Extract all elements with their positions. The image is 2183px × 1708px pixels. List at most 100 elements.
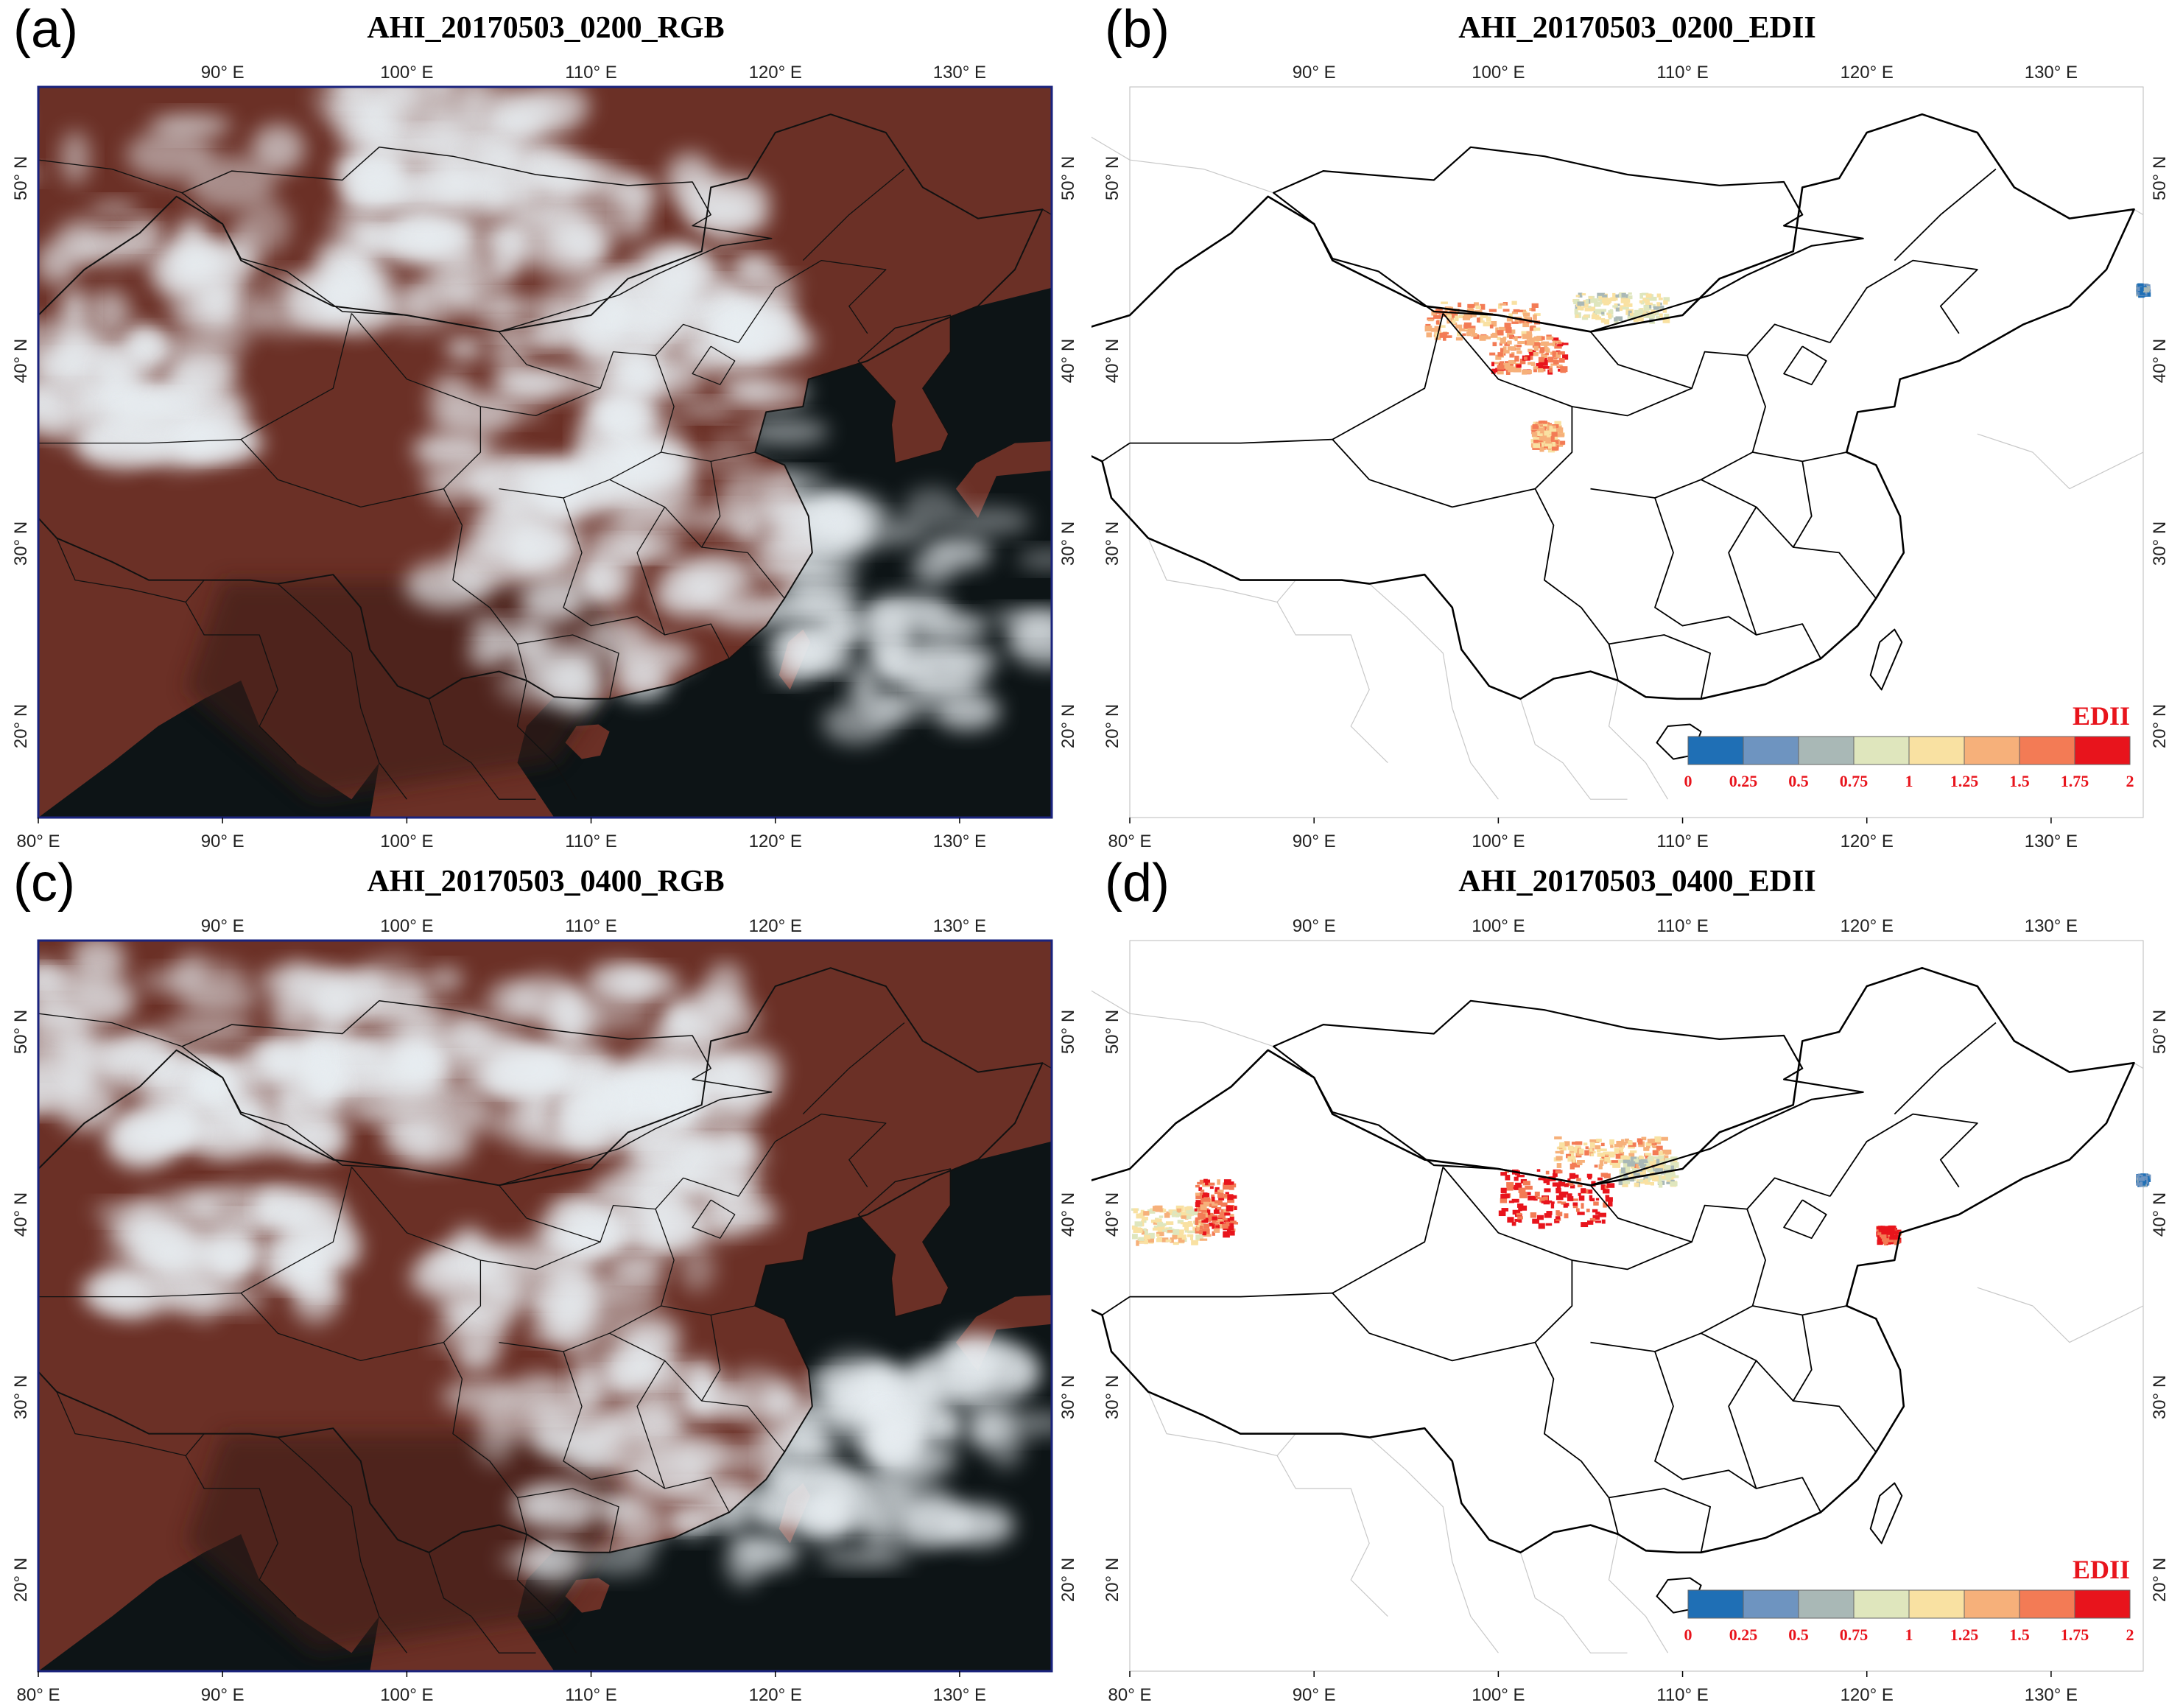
dust-pixel <box>1556 1184 1561 1190</box>
colorbar-swatch <box>1687 1589 1744 1619</box>
cloud-blob <box>692 1483 770 1522</box>
dust-pixel <box>1183 1237 1187 1243</box>
dust-pixel <box>1533 327 1541 331</box>
dust-pixel <box>1220 1202 1228 1207</box>
lat-tick-label-left: 20° N <box>1103 704 1122 748</box>
dust-pixel <box>1894 1240 1898 1245</box>
dust-pixel <box>1599 1160 1604 1166</box>
dust-pixel <box>1195 1184 1200 1188</box>
dust-pixel <box>1489 324 1494 328</box>
dust-pixel <box>1201 1198 1208 1201</box>
dust-pixel <box>1526 331 1533 335</box>
province-border <box>802 169 905 261</box>
dust-pixel <box>1486 336 1491 340</box>
cloud-blob <box>736 259 772 277</box>
dust-pixel <box>1480 314 1488 319</box>
province-border <box>1102 442 1131 463</box>
dust-pixel <box>1514 336 1518 342</box>
dust-pixel <box>1552 1182 1558 1187</box>
cloud-blob <box>402 294 432 316</box>
dust-pixel <box>1507 346 1516 351</box>
dust-pixel <box>1546 1211 1553 1215</box>
dust-pixel <box>1458 302 1462 308</box>
dust-pixel <box>1155 1218 1162 1223</box>
lat-tick-label-right: 20° N <box>2150 1558 2170 1602</box>
dust-pixel <box>1217 1192 1224 1198</box>
dust-pixel <box>1602 295 1608 298</box>
dust-pixel <box>1153 1222 1159 1225</box>
cloud-blob <box>580 378 641 431</box>
country-border <box>428 1552 536 1653</box>
dust-pixel <box>1592 1209 1598 1213</box>
dust-pixel <box>1195 1217 1201 1220</box>
dust-pixel <box>1444 335 1452 338</box>
cloud-blob <box>142 1235 231 1272</box>
dust-pixel <box>1527 320 1533 323</box>
cloud-blob <box>562 1508 589 1525</box>
dust-pixel <box>1670 1156 1678 1161</box>
dust-pixel <box>1539 446 1544 452</box>
edii-map-d: 80° E 90° E 100° E 110° E 120° E 130° E 90° E 1… <box>1092 916 2170 1705</box>
province-border <box>499 331 601 389</box>
dust-pixel <box>1177 1220 1184 1224</box>
dust-pixel <box>1499 303 1507 306</box>
dust-pixel <box>1645 1142 1652 1146</box>
dust-pixel <box>1508 366 1515 373</box>
dust-pixel <box>1441 301 1448 304</box>
dust-pixel <box>1581 316 1589 320</box>
dust-pixel <box>1226 1205 1234 1212</box>
country-border <box>2134 208 2144 216</box>
dust-pixel <box>1611 1160 1618 1163</box>
dust-pixel <box>1522 334 1529 340</box>
colorbar-tick-label: 0.5 <box>1788 772 1809 790</box>
country-border <box>38 1013 183 1047</box>
dust-pixel <box>1665 1158 1670 1162</box>
dust-pixel <box>1622 1182 1628 1187</box>
dust-pixel <box>1176 1208 1182 1212</box>
dust-pixel <box>1500 337 1506 344</box>
dust-pixel <box>1222 1223 1228 1229</box>
dust-pixel <box>1506 317 1514 322</box>
cloud-blob <box>438 1293 487 1332</box>
cloud-blob <box>616 437 696 488</box>
dust-pixel <box>1570 1174 1579 1178</box>
dust-pixel <box>1665 1164 1671 1170</box>
dust-pixel <box>1642 298 1650 303</box>
dust-pixel <box>1203 1217 1209 1223</box>
panel-d: (d) AHI_20170503_0400_EDII 80° E 90° E 100… <box>1092 854 2183 1707</box>
cloud-blob <box>546 1257 594 1301</box>
dust-pixel <box>1653 1161 1659 1166</box>
cloud-blob <box>520 468 609 523</box>
lon-tick-label-bottom: 120° E <box>749 832 802 851</box>
country-border <box>1368 583 1499 800</box>
dust-pixel <box>1557 1212 1563 1217</box>
cloud-blob <box>946 1332 1002 1371</box>
province-border <box>517 1488 619 1553</box>
dust-pixel <box>1227 1225 1234 1231</box>
dust-pixel <box>1148 1232 1155 1239</box>
cloud-blob <box>367 1056 430 1083</box>
dust-pixel <box>1139 1212 1145 1217</box>
dust-pixel <box>1566 1153 1572 1159</box>
dust-pixel <box>1523 356 1528 360</box>
dust-pixel <box>1213 1209 1220 1215</box>
province-border <box>1654 497 1821 659</box>
lat-tick-label-left: 30° N <box>1103 521 1122 566</box>
dust-pixel <box>1665 1175 1671 1181</box>
cloud-blob <box>289 1214 348 1262</box>
dust-pixel <box>1581 1222 1589 1228</box>
dust-pixel <box>1196 1227 1203 1231</box>
dust-pixel <box>1175 1213 1180 1217</box>
dust-pixel <box>1213 1228 1220 1233</box>
cloud-blob <box>518 638 605 681</box>
dust-pixel <box>1575 1141 1583 1145</box>
dust-pixel <box>1556 365 1564 368</box>
cloud-blob <box>451 392 519 435</box>
dust-pixel <box>1156 1234 1160 1237</box>
dust-pixel <box>1608 1201 1613 1207</box>
dust-pixel <box>1529 307 1533 312</box>
lon-tick-label-top: 110° E <box>1656 63 1709 82</box>
dust-pixel <box>1640 1159 1648 1163</box>
hainan-border <box>1656 1577 1702 1614</box>
colorbar-tick-label: 1 <box>1905 772 1913 790</box>
